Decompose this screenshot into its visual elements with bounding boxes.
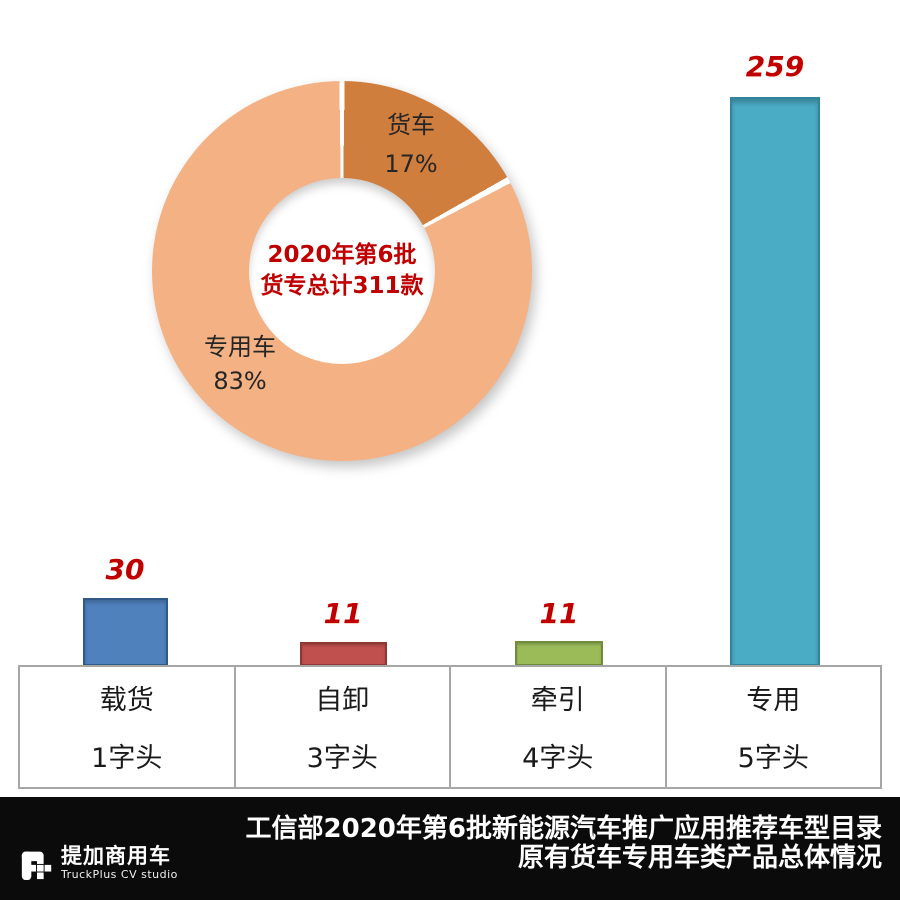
donut-center-text-line2: 货专总计311款 <box>260 273 424 299</box>
category-name: 自卸 <box>315 685 370 716</box>
caption-line2: 原有货车专用车类产品总体情况 <box>517 843 882 873</box>
category-name: 专用 <box>746 685 801 716</box>
category-type: 1字头 <box>91 743 163 774</box>
donut-center-text-line1: 2020年第6批 <box>267 242 417 268</box>
caption-line1: 工信部2020年第6批新能源汽车推广应用推荐车型目录 <box>245 814 882 844</box>
donut-hole: 2020年第6批 货专总计311款 <box>249 178 435 364</box>
donut-chart: 2020年第6批 货专总计311款 货车 17% 专用车 83% <box>152 81 532 461</box>
logo-name-cn: 提加商用车 <box>61 844 171 868</box>
truckplus-logo-icon <box>21 851 52 881</box>
category-type: 4字头 <box>522 743 594 774</box>
table-cell-zaihuo: 载货 1字头 <box>20 667 234 787</box>
category-table: 载货 1字头 自卸 3字头 牵引 4字头 专用 5字头 <box>18 665 882 789</box>
bar-value-label-qianyin: 11 <box>539 597 579 630</box>
bar-value-label-zhuanyong: 259 <box>745 50 805 83</box>
slice-pct-truck: 17% <box>384 150 438 178</box>
bar-zhuanyong <box>730 97 820 666</box>
category-name: 牵引 <box>530 685 585 716</box>
logo-text: 提加商用车 TruckPlus CV studio <box>61 844 178 882</box>
slice-pct-special: 83% <box>213 367 267 395</box>
bar-value-label-zaihuo: 30 <box>105 553 145 586</box>
category-type: 5字头 <box>737 743 809 774</box>
table-cell-zhuanyong: 专用 5字头 <box>664 667 881 787</box>
category-type: 3字头 <box>306 743 378 774</box>
bar-zixie <box>300 642 387 666</box>
slice-label-special: 专用车 <box>204 333 276 361</box>
table-cell-qianyin: 牵引 4字头 <box>449 667 665 787</box>
slice-label-truck: 货车 <box>387 111 435 139</box>
category-name: 载货 <box>99 685 154 716</box>
logo-name-en: TruckPlus CV studio <box>61 868 178 881</box>
bar-qianyin <box>515 641 603 666</box>
truckplus-logo: 提加商用车 TruckPlus CV studio <box>20 845 178 881</box>
footer-caption: 工信部2020年第6批新能源汽车推广应用推荐车型目录 原有货车专用车类产品总体情… <box>246 815 882 873</box>
bar-value-label-zixie: 11 <box>323 597 363 630</box>
bar-zaihuo <box>83 598 168 666</box>
table-cell-zixie: 自卸 3字头 <box>233 667 450 787</box>
footer-band: 工信部2020年第6批新能源汽车推广应用推荐车型目录 原有货车专用车类产品总体情… <box>0 797 900 900</box>
